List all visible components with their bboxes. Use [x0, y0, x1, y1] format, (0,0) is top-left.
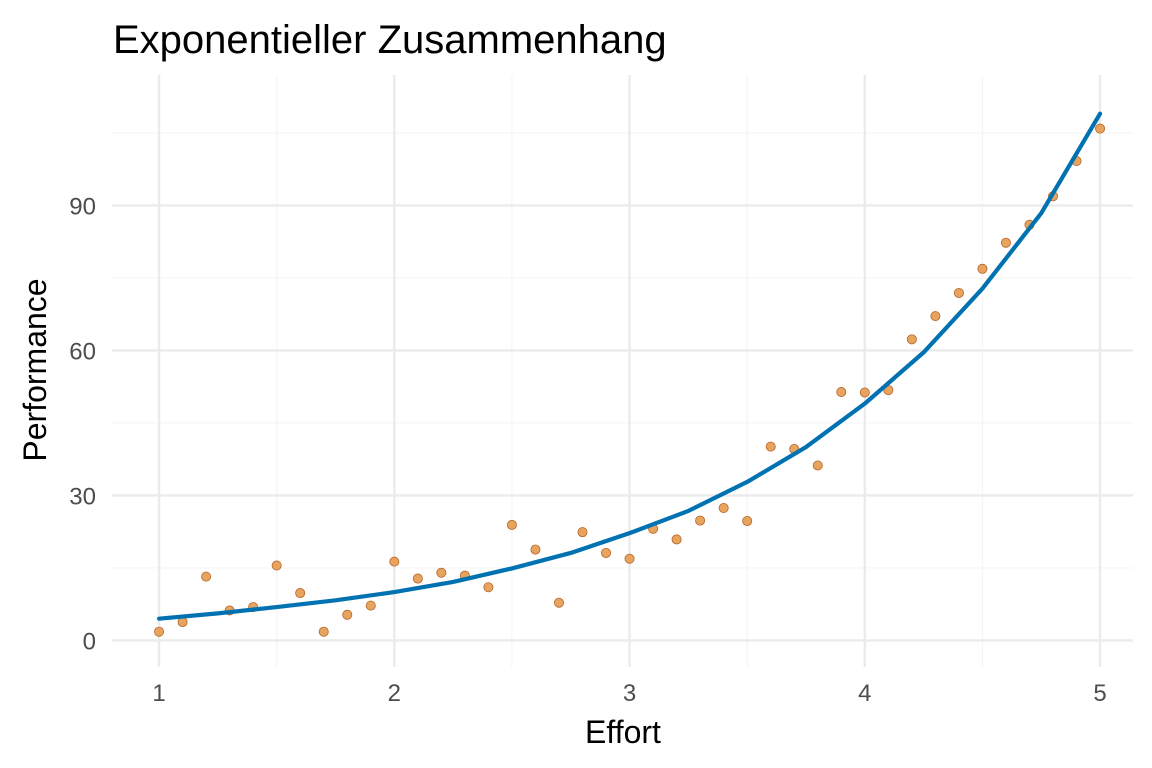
y-tick-label: 90: [69, 193, 96, 220]
data-point: [718, 503, 729, 514]
data-point: [271, 560, 282, 571]
points-layer: [154, 123, 1106, 637]
y-tick-label: 0: [83, 628, 96, 655]
data-point: [953, 287, 964, 298]
data-point: [577, 527, 588, 538]
data-point: [342, 609, 353, 620]
grid: [112, 75, 1133, 667]
x-tick-label: 5: [1093, 680, 1106, 707]
data-point: [930, 311, 941, 322]
y-axis-title: Performance: [17, 278, 53, 461]
data-point: [812, 460, 823, 471]
data-point: [553, 597, 564, 608]
data-point: [671, 534, 682, 545]
y-tick-label: 60: [69, 338, 96, 365]
data-point: [436, 567, 447, 578]
data-point: [530, 544, 541, 555]
data-point: [601, 547, 612, 558]
data-point: [977, 263, 988, 274]
data-point: [295, 588, 306, 599]
data-point: [201, 571, 212, 582]
data-point: [412, 573, 423, 584]
x-axis-title: Effort: [585, 714, 661, 750]
data-point: [765, 441, 776, 452]
data-point: [483, 582, 494, 593]
data-point: [1000, 237, 1011, 248]
data-point: [154, 626, 165, 637]
x-tick-label: 1: [152, 680, 165, 707]
tick-labels: 1 2 3 4 5 0 30 60 90: [69, 193, 1106, 707]
data-point: [859, 387, 870, 398]
y-tick-label: 30: [69, 483, 96, 510]
x-tick-label: 2: [388, 680, 401, 707]
x-tick-label: 4: [858, 680, 871, 707]
x-tick-label: 3: [623, 680, 636, 707]
data-point: [365, 600, 376, 611]
data-point: [836, 387, 847, 398]
data-point: [624, 553, 635, 564]
chart-title: Exponentieller Zusammenhang: [113, 18, 667, 62]
data-point: [389, 556, 400, 567]
data-point: [318, 626, 329, 637]
data-point: [695, 515, 706, 526]
line-layer: [156, 111, 1103, 621]
data-point: [1095, 123, 1106, 134]
data-point: [906, 334, 917, 345]
fit-line: [156, 111, 1103, 621]
data-point: [506, 519, 517, 530]
data-point: [742, 516, 753, 527]
